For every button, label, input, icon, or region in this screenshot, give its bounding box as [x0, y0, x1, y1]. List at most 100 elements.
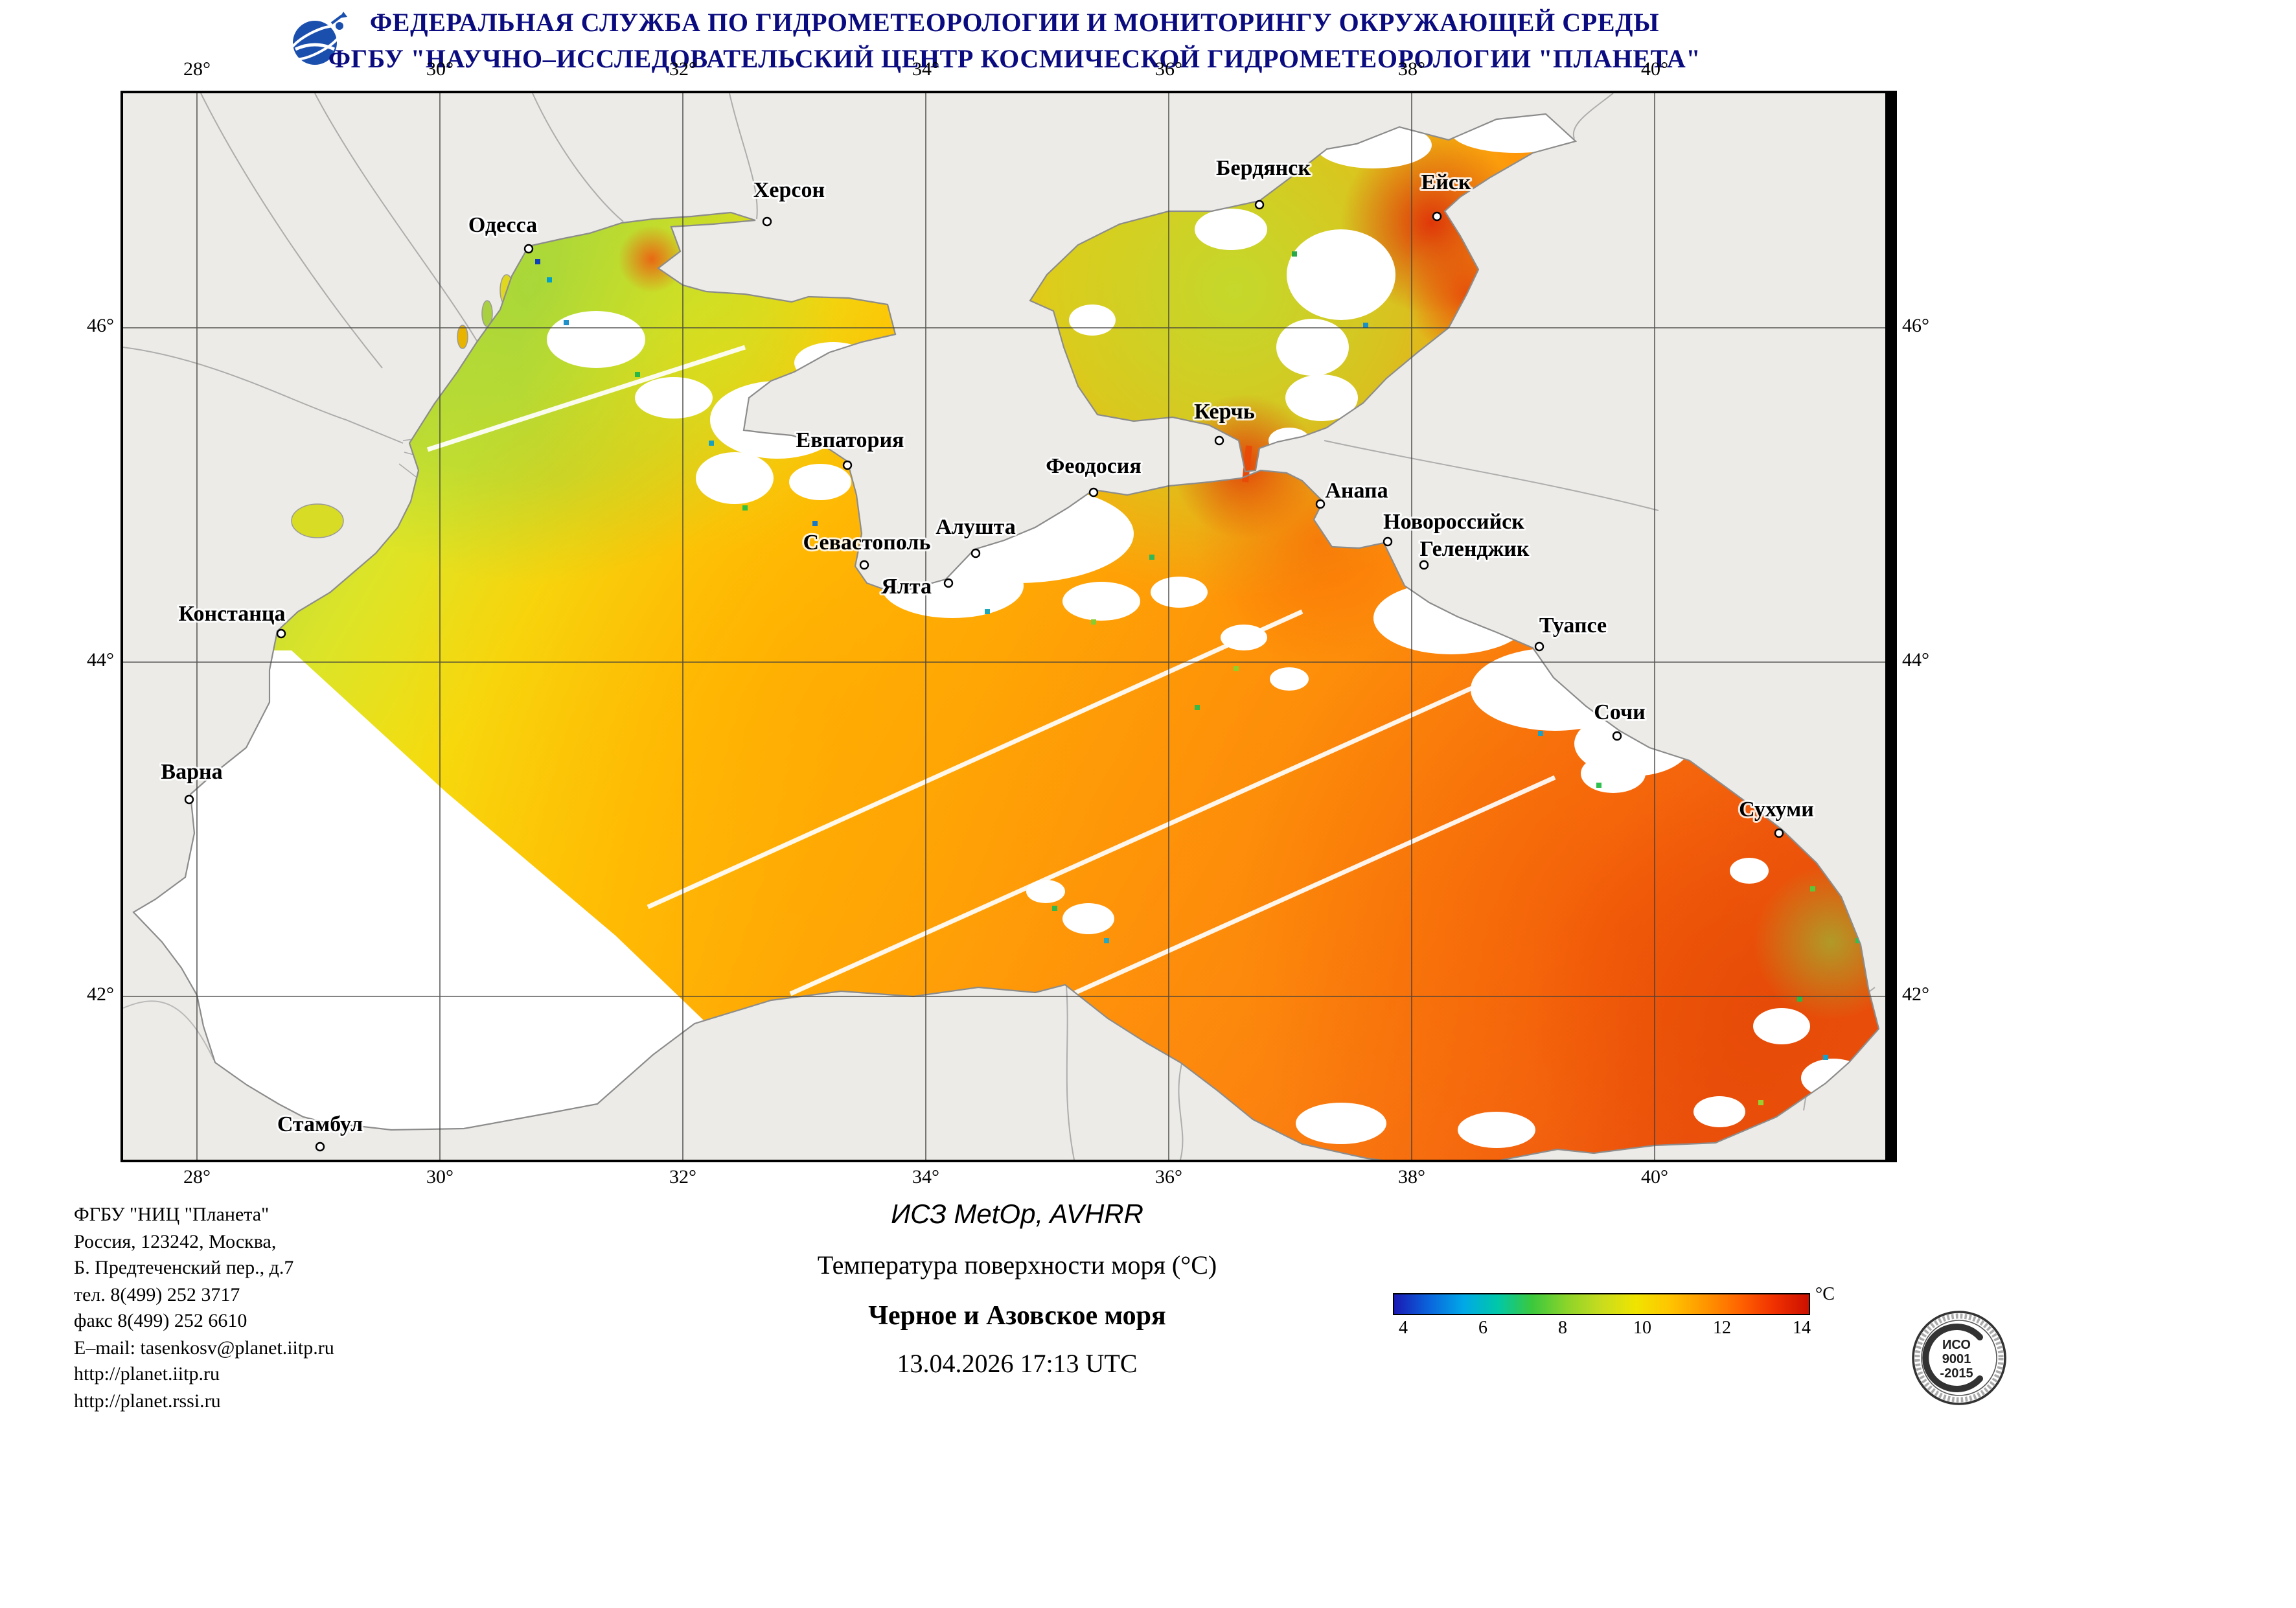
city-layer: Одесса Херсон Бердянск Ейск Керчь Евпатория Фе… [159, 154, 1816, 1152]
graticule-label: 44° [1902, 650, 1929, 671]
city-marker: Сочи [1592, 698, 1647, 741]
graticule-label: 32° [669, 1167, 696, 1188]
temperature-colorbar: °C 4 6 8 10 12 14 [1393, 1285, 1835, 1350]
city-dot [970, 548, 981, 558]
city-dot [1612, 731, 1622, 741]
region-name-line: Черное и Азовское моря [868, 1300, 1166, 1331]
graticule-label: 46° [87, 316, 114, 337]
city-dot [276, 628, 286, 639]
city-marker: Евпатория [794, 426, 906, 470]
city-dot [943, 578, 954, 588]
contact-line: E–mail: tasenkosv@planet.iitp.ru [74, 1338, 334, 1359]
city-marker: Севастополь [801, 529, 932, 570]
city-dot [1315, 499, 1326, 509]
city-label: Херсон [753, 178, 825, 202]
city-label: Сочи [1594, 700, 1645, 724]
contact-line: Б. Предтеченский пер., д.7 [74, 1258, 294, 1279]
city-marker: Варна [159, 758, 225, 805]
graticule-label: 46° [1902, 316, 1929, 337]
graticule-label: 44° [87, 650, 114, 671]
colorbar-ticks: 4 6 8 10 12 14 [1393, 1319, 1811, 1342]
colorbar-tick-label: 10 [1633, 1319, 1651, 1338]
city-dot [1214, 435, 1224, 446]
city-label: Алушта [936, 515, 1015, 539]
city-label: Керчь [1194, 400, 1255, 424]
header-line1: ФЕДЕРАЛЬНАЯ СЛУЖБА ПО ГИДРОМЕТЕОРОЛОГИИ … [369, 9, 1660, 38]
city-label: Туапсе [1539, 614, 1607, 637]
contact-line: http://planet.rssi.ru [74, 1391, 221, 1412]
iso-line3: -2015 [1940, 1366, 1973, 1381]
planeta-logo-icon [282, 5, 350, 73]
contact-line: http://planet.iitp.ru [74, 1364, 220, 1385]
city-dot [1534, 641, 1544, 652]
city-marker: Херсон [752, 176, 827, 227]
city-marker: Одесса [466, 211, 539, 254]
city-marker: Констанца [177, 600, 287, 639]
product-name-line: Температура поверхности моря (°C) [817, 1252, 1217, 1280]
city-dot [1432, 211, 1442, 222]
city-label: Геленджик [1420, 537, 1530, 561]
graticule-label: 40° [1641, 60, 1668, 80]
city-marker: Ялта [879, 573, 954, 601]
graticule-label: 42° [1902, 985, 1929, 1005]
city-label: Ейск [1421, 170, 1471, 194]
city-dot [859, 560, 869, 570]
city-label: Варна [161, 760, 222, 784]
graticule-label: 28° [183, 60, 211, 80]
graticule-label: 30° [426, 1167, 453, 1188]
city-marker: Феодосия [1044, 452, 1143, 498]
colorbar-tick-label: 14 [1793, 1319, 1811, 1338]
city-marker: Анапа [1315, 477, 1390, 509]
swath-gap-stripes [426, 345, 1556, 1018]
city-marker: Керчь [1192, 398, 1257, 446]
city-dot [1419, 560, 1429, 570]
graticule-label: 30° [426, 60, 453, 80]
city-label: Сухуми [1739, 798, 1814, 821]
iso-line2: 9001 [1942, 1352, 1971, 1366]
city-marker: Сухуми [1737, 796, 1816, 838]
colorbar-tick-label: 12 [1713, 1319, 1731, 1338]
sst-map: Одесса Херсон Бердянск Ейск Керчь Евпатория Фе… [121, 91, 1897, 1162]
city-dot [762, 216, 772, 227]
contact-line: тел. 8(499) 252 3717 [74, 1285, 240, 1305]
city-marker: Алушта [934, 513, 1018, 558]
contact-line: Россия, 123242, Москва, [74, 1232, 277, 1252]
city-marker: Геленджик [1418, 535, 1532, 570]
city-label: Стамбул [277, 1112, 363, 1136]
city-dot [1383, 536, 1393, 547]
city-dot [315, 1142, 325, 1152]
colorbar-gradient [1393, 1293, 1810, 1315]
city-label: Новороссийск [1383, 510, 1524, 534]
city-dot [184, 794, 194, 805]
city-dot [523, 244, 534, 254]
graticule-label: 38° [1398, 60, 1425, 80]
iso-9001-stamp: ИСО 9001 -2015 [1910, 1306, 2008, 1410]
city-dot [1088, 487, 1099, 498]
city-dot [842, 460, 853, 470]
city-marker: Стамбул [275, 1110, 365, 1152]
city-label: Бердянск [1216, 156, 1311, 180]
graticule-label: 28° [183, 1167, 211, 1188]
contact-block: ФГБУ "НИЦ "Планета" Россия, 123242, Москв… [74, 1202, 334, 1415]
colorbar-tick-label: 4 [1399, 1319, 1408, 1338]
graticule-label: 34° [912, 1167, 939, 1188]
datetime-line: 13.04.2026 17:13 UTC [897, 1350, 1138, 1379]
graticule-label: 34° [912, 60, 939, 80]
contact-line: ФГБУ "НИЦ "Планета" [74, 1205, 270, 1226]
colorbar-tick-label: 6 [1478, 1319, 1487, 1338]
graticule-label: 32° [669, 60, 696, 80]
iso-line1: ИСО [1942, 1338, 1971, 1352]
city-marker: Ейск [1419, 168, 1473, 222]
coastline [132, 113, 1880, 1160]
city-label: Одесса [468, 213, 537, 237]
city-label: Ялта [881, 575, 932, 599]
graticule [123, 93, 1885, 1160]
city-label: Евпатория [796, 428, 904, 452]
cloud-no-data-areas [133, 114, 1866, 1160]
city-dot [1774, 828, 1784, 838]
city-marker: Новороссийск [1381, 508, 1526, 547]
graticule-label: 42° [87, 985, 114, 1005]
contact-line: факс 8(499) 252 6610 [74, 1311, 247, 1332]
product-caption: ИСЗ MetOp, AVHRR Температура поверхности… [518, 1200, 1516, 1380]
